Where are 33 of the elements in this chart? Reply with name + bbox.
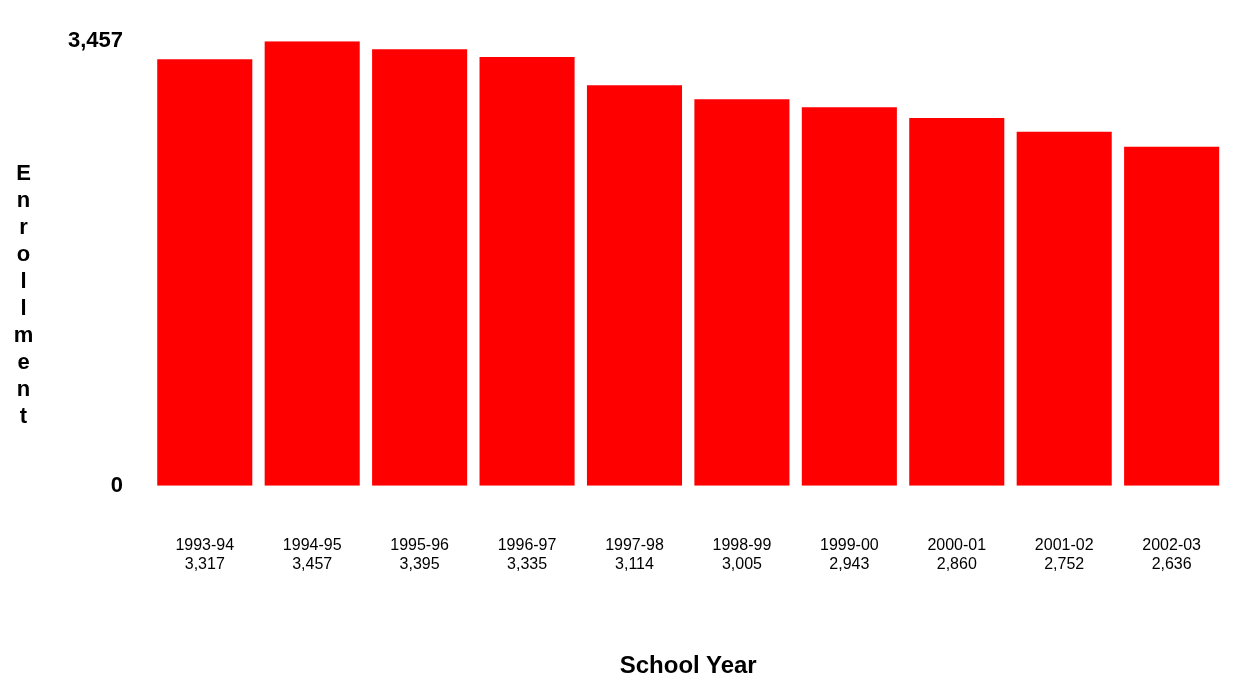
x-tick-label: 1996-97	[497, 535, 557, 553]
data-label: 3,317	[184, 555, 225, 573]
data-label: 3,114	[615, 555, 655, 573]
bar	[586, 85, 683, 486]
bar	[372, 49, 468, 486]
x-tick-label: 2002-03	[1142, 535, 1202, 553]
bar	[1016, 131, 1112, 486]
bar	[157, 59, 253, 486]
bar	[264, 41, 360, 486]
bar	[1124, 146, 1220, 486]
bar	[801, 107, 897, 486]
data-label: 3,005	[721, 555, 763, 573]
y-axis-title: Enrollment	[10, 160, 36, 430]
bar	[909, 117, 1005, 486]
x-tick-label: 1994-95	[282, 535, 342, 553]
x-axis-title: School Year	[619, 651, 757, 679]
x-tick-label: 1999-00	[819, 535, 879, 553]
data-label: 3,395	[399, 555, 440, 573]
data-label: 3,335	[507, 555, 548, 573]
x-tick-label: 1993-94	[175, 535, 235, 553]
x-tick-label: 2000-01	[927, 535, 987, 553]
x-tick-label: 1995-96	[390, 535, 450, 553]
x-tick-label: 1998-99	[712, 535, 772, 553]
y-tick-label: 0	[110, 471, 124, 497]
x-tick-label: 2001-02	[1034, 535, 1094, 553]
x-tick-label: 1997-98	[605, 535, 664, 553]
data-label: 2,860	[936, 555, 977, 573]
data-label: 2,943	[829, 555, 870, 573]
bar	[694, 99, 790, 486]
data-label: 3,457	[292, 555, 333, 573]
data-label: 2,636	[1151, 555, 1192, 573]
bar	[479, 56, 575, 486]
data-label: 2,752	[1044, 555, 1085, 573]
